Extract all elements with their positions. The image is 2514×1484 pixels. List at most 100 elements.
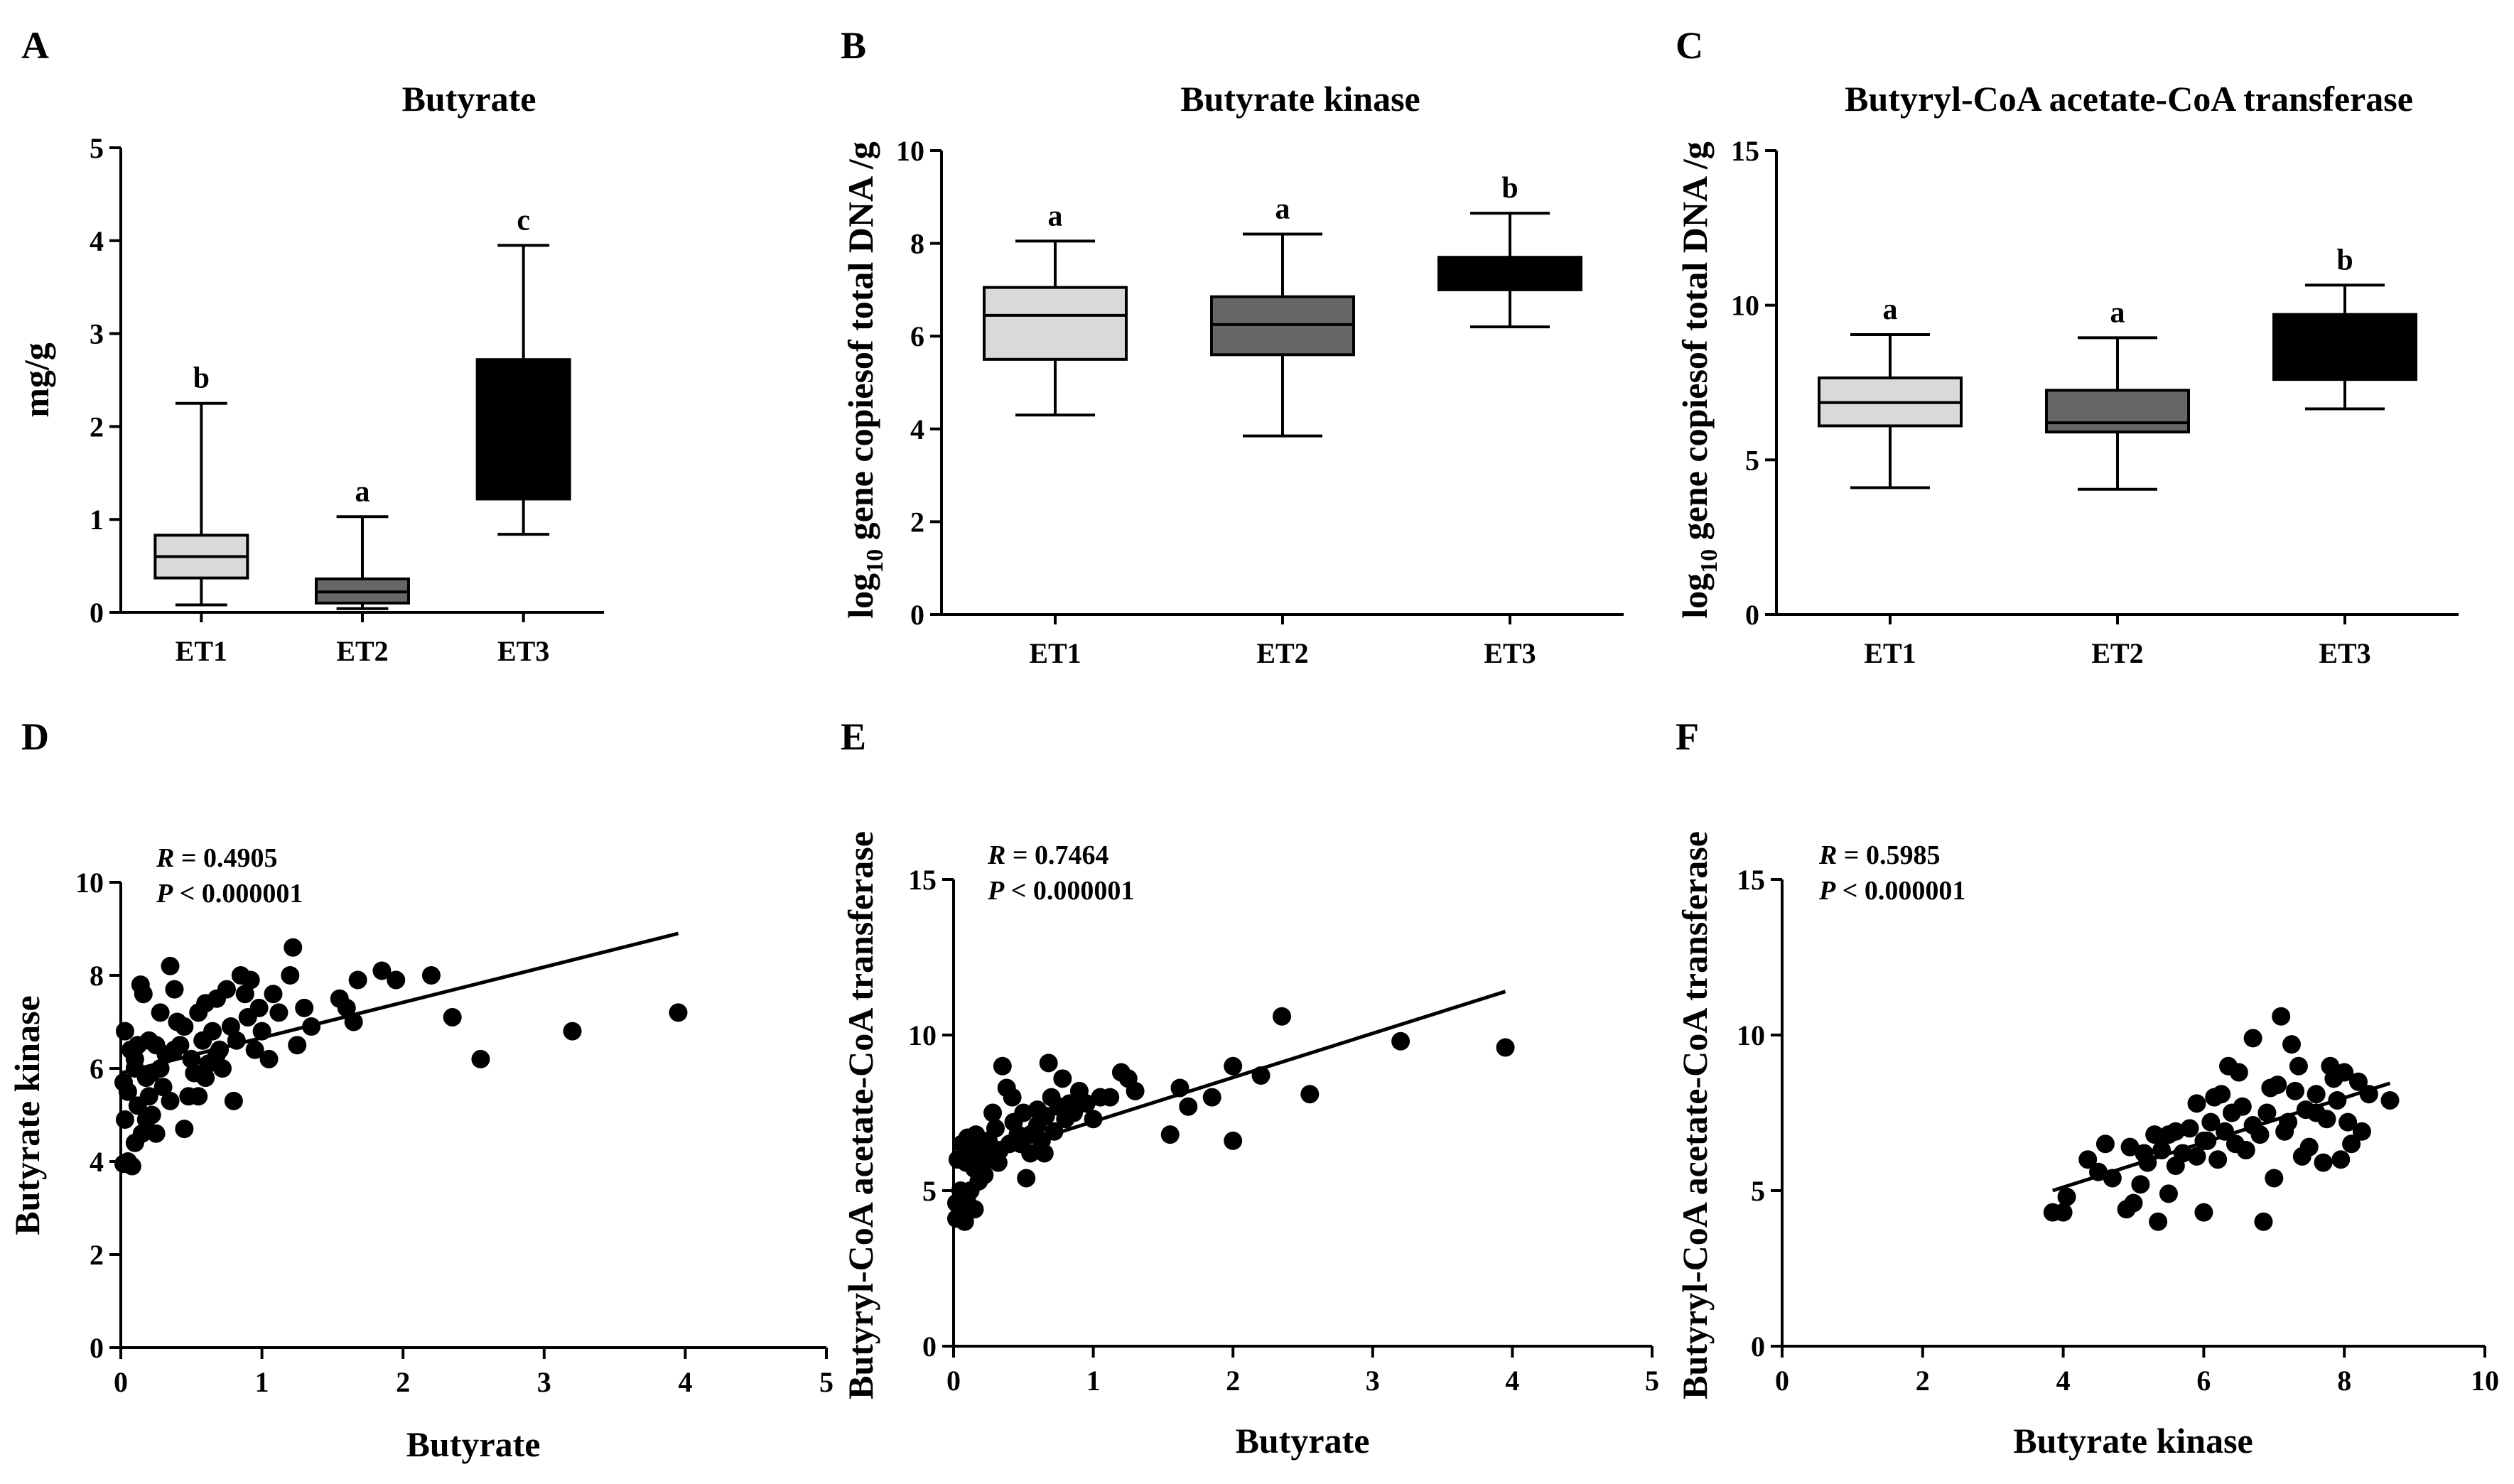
r-value-annotation: R = 0.5985 — [1818, 840, 1941, 870]
data-point — [1035, 1144, 1054, 1163]
x-tick-label: 4 — [1505, 1365, 1519, 1397]
box-body — [2045, 389, 2190, 434]
data-point — [1017, 1169, 1036, 1188]
data-point — [2265, 1169, 2284, 1188]
data-point — [2299, 1137, 2319, 1157]
box-et3: b ET3 — [2272, 244, 2417, 669]
data-point — [1300, 1085, 1320, 1104]
data-point — [2078, 1150, 2098, 1169]
data-point — [2208, 1150, 2228, 1169]
y-axis-label: mg/g — [16, 342, 56, 418]
data-point — [2201, 1112, 2221, 1132]
data-point — [221, 1017, 240, 1036]
data-point — [217, 980, 236, 999]
x-tick-label: 5 — [1645, 1365, 1659, 1397]
significance-label: a — [1048, 200, 1063, 232]
y-tick-label: 5 — [1751, 1175, 1765, 1207]
y-tick-label: 4 — [90, 225, 104, 257]
data-point — [2187, 1147, 2206, 1166]
y-tick-label: 8 — [90, 960, 104, 992]
data-point — [2282, 1035, 2302, 1054]
data-point — [2254, 1212, 2273, 1231]
data-point — [2120, 1137, 2140, 1157]
r-symbol: R — [1818, 840, 1837, 870]
y-axis-label-log: log — [1675, 573, 1715, 619]
box-et2: a ET2 — [2045, 296, 2190, 669]
data-point — [2257, 1103, 2277, 1122]
y-tick-label: 15 — [1731, 135, 1759, 167]
data-point — [1101, 1088, 1120, 1107]
data-point — [165, 1040, 184, 1059]
p-value: < 0.000001 — [1004, 876, 1134, 906]
scatter-points — [2043, 1007, 2400, 1231]
y-tick-label: 15 — [908, 864, 937, 896]
p-value-annotation: P < 0.000001 — [156, 879, 303, 909]
data-point — [2342, 1134, 2361, 1154]
box-body — [983, 286, 1128, 361]
y-tick-label: 0 — [910, 599, 924, 631]
data-point — [196, 1068, 215, 1088]
data-point — [212, 1059, 232, 1078]
x-tick-label: 8 — [2337, 1365, 2351, 1397]
r-value: = 0.4905 — [174, 843, 277, 873]
y-tick-label: 2 — [90, 1239, 104, 1271]
data-point — [2166, 1122, 2185, 1141]
x-tick-label: ET1 — [1029, 637, 1081, 669]
data-point — [2250, 1125, 2270, 1144]
data-point — [161, 1091, 180, 1110]
p-value: < 0.000001 — [173, 879, 303, 909]
data-point — [122, 1157, 141, 1176]
data-point — [2261, 1078, 2280, 1098]
data-point — [1003, 1088, 1022, 1107]
data-point — [281, 966, 300, 985]
r-value: = 0.5985 — [1837, 840, 1940, 870]
x-tick-label: 1 — [1086, 1365, 1101, 1397]
data-point — [2205, 1088, 2224, 1107]
data-point — [189, 1087, 208, 1106]
box-et1: b ET1 — [153, 362, 249, 667]
data-point — [139, 1087, 158, 1106]
significance-label: a — [2110, 296, 2125, 329]
data-point — [965, 1200, 984, 1219]
data-point — [387, 970, 406, 990]
y-axis-label: log10 gene copiesof total DNA /g — [1675, 141, 1722, 618]
data-point — [125, 1049, 144, 1068]
data-point — [128, 1036, 147, 1055]
data-point — [1027, 1100, 1047, 1120]
panel-e: E 0 5 10 15 0 1 2 3 4 5 Butyrate Butyryl-CoA acetate… — [841, 715, 1659, 1461]
data-point — [288, 1036, 307, 1055]
data-point — [264, 985, 283, 1004]
y-axis-label: Butyryl-CoA acetate-CoA transferase — [1675, 831, 1715, 1399]
data-point — [165, 980, 184, 999]
data-point — [2307, 1085, 2326, 1104]
x-tick-label: ET1 — [176, 635, 227, 667]
x-tick-label: 4 — [2056, 1365, 2071, 1397]
data-point — [2272, 1007, 2291, 1026]
y-tick-label: 1 — [90, 504, 104, 536]
data-point — [115, 1110, 134, 1130]
data-point — [988, 1153, 1008, 1172]
data-point — [471, 1049, 490, 1068]
y-tick-label: 15 — [1737, 864, 1765, 896]
box-et3: c ET3 — [475, 204, 571, 667]
data-point — [2331, 1150, 2351, 1169]
data-point — [115, 1022, 134, 1041]
data-point — [337, 998, 356, 1017]
panel-d: D 0 2 4 6 8 10 0 1 2 3 4 5 Butyrate Butyrate kinase R =… — [7, 715, 833, 1464]
regression-line — [120, 931, 679, 1075]
data-point — [1077, 1094, 1096, 1113]
data-point — [1202, 1088, 1221, 1107]
x-tick-label: ET3 — [2319, 637, 2370, 669]
p-value: < 0.000001 — [1835, 876, 1965, 906]
y-tick-label: 2 — [910, 506, 924, 538]
data-point — [175, 1120, 194, 1139]
panel-label-e: E — [841, 715, 866, 758]
data-point — [161, 956, 180, 975]
data-point — [1391, 1031, 1410, 1051]
data-point — [1496, 1038, 1515, 1057]
y-tick-label: 0 — [1745, 599, 1759, 631]
x-tick-label: 1 — [255, 1366, 269, 1398]
significance-label: a — [355, 475, 370, 508]
y-tick-label: 0 — [922, 1331, 937, 1363]
